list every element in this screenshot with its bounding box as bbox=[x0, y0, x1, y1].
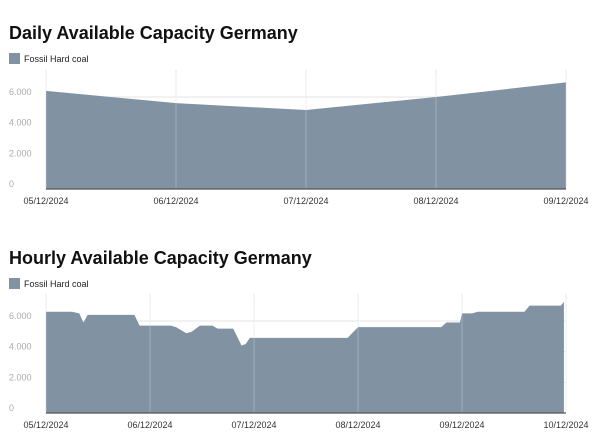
x-tick-label: 06/12/2024 bbox=[127, 420, 172, 430]
legend-label: Fossil Hard coal bbox=[24, 53, 89, 64]
y-tick-label: 6.000 bbox=[9, 87, 32, 97]
x-tick-label: 08/12/2024 bbox=[413, 196, 458, 206]
y-tick-label: 4.000 bbox=[9, 342, 32, 352]
x-tick-label: 09/12/2024 bbox=[439, 420, 484, 430]
x-tick-label: 07/12/2024 bbox=[283, 196, 328, 206]
chart-legend[interactable]: Fossil Hard coal bbox=[9, 278, 89, 289]
legend-swatch bbox=[9, 53, 20, 64]
hourly-plot: 0 2.000 4.000 6.000 05/12/2024 06/12/2024 07/1… bbox=[9, 294, 589, 430]
y-tick-label: 4.000 bbox=[9, 118, 32, 128]
y-tick-label: 2.000 bbox=[9, 148, 32, 158]
area-series[interactable] bbox=[46, 301, 564, 413]
x-tick-label: 06/12/2024 bbox=[153, 196, 198, 206]
y-tick-label: 2.000 bbox=[9, 372, 32, 382]
daily-plot: 0 2.000 4.000 6.000 05/12/2024 06/12/2024 07/1… bbox=[9, 70, 589, 206]
area-series[interactable] bbox=[46, 82, 566, 189]
legend-swatch bbox=[9, 278, 20, 289]
x-tick-label: 09/12/2024 bbox=[543, 196, 588, 206]
daily-chart: Daily Available Capacity Germany Fossil … bbox=[0, 0, 600, 220]
y-tick-label: 6.000 bbox=[9, 311, 32, 321]
legend-label: Fossil Hard coal bbox=[24, 278, 89, 289]
x-tick-label: 08/12/2024 bbox=[335, 420, 380, 430]
chart-title: Hourly Available Capacity Germany bbox=[9, 248, 312, 268]
x-tick-label: 05/12/2024 bbox=[23, 196, 68, 206]
chart-legend[interactable]: Fossil Hard coal bbox=[9, 53, 89, 64]
x-tick-label: 07/12/2024 bbox=[231, 420, 276, 430]
chart-title: Daily Available Capacity Germany bbox=[9, 23, 298, 43]
y-tick-label: 0 bbox=[9, 179, 14, 189]
y-tick-label: 0 bbox=[9, 403, 14, 413]
x-tick-label: 05/12/2024 bbox=[23, 420, 68, 430]
x-tick-label: 10/12/2024 bbox=[543, 420, 588, 430]
